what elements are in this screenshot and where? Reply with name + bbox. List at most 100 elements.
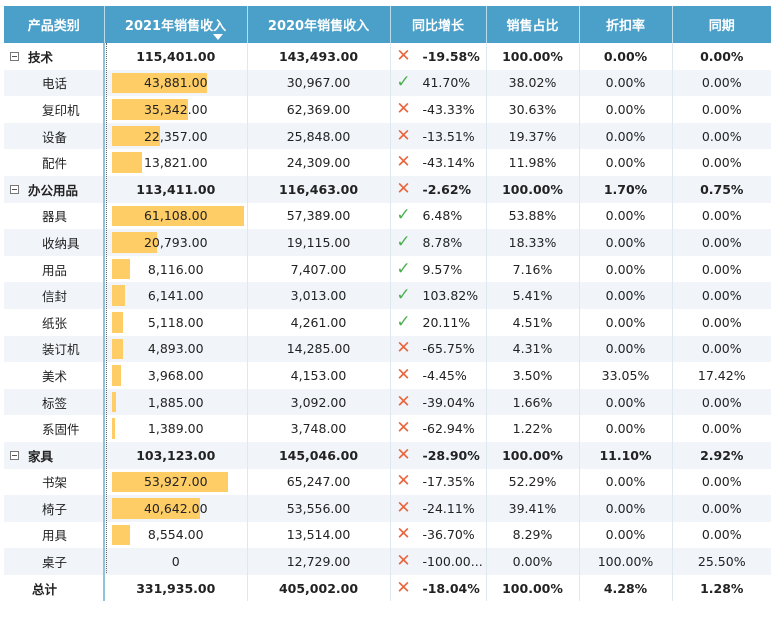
yoy-growth-value: -36.70% [422,527,475,543]
table-row: 设备 22,357.00 25,848.00 ✕ -13.51% 19.37% 0.00% 0… [4,122,771,150]
discount-rate-cell: 11.10% [579,441,673,469]
header-sales-2020[interactable]: 2020年销售收入 [247,6,391,43]
sales-2021-value: 1,389.00 [147,421,204,437]
sales-share-cell: 5.41% [486,282,580,309]
sales-2020-cell: 53,556.00 [247,495,391,522]
check-icon: ✓ [396,205,411,226]
same-period-cell: 0.00% [700,48,744,64]
discount-rate-cell: 0.00% [579,468,673,496]
yoy-growth-value: -18.04% [422,580,480,596]
category-cell[interactable]: 技术 [4,43,105,70]
sales-share-cell: 100.00% [486,43,580,70]
group-row[interactable]: 技术 115,401.00 143,493.00 ✕ -19.58% 100.00% 0.0… [4,43,771,70]
yoy-growth-value: 6.48% [422,208,463,224]
sales-data-bar [112,418,115,439]
group-header[interactable]: 办公用品 [4,180,78,199]
discount-rate-cell: 0.00% [579,149,673,176]
same-period-cell: 0.00% [701,421,742,437]
group-label: 办公用品 [28,182,79,198]
category-cell[interactable]: 办公用品 [4,175,105,203]
cross-icon: ✕ [396,524,411,545]
yoy-growth-cell: ✕ -19.58% [390,43,487,70]
discount-rate-cell: 0.00% [579,229,673,256]
sales-2021-cell: 331,935.00 [104,574,248,602]
header-same-period[interactable]: 同期 [672,6,771,43]
table-row: 复印机 35,342.00 62,369.00 ✕ -43.33% 30.63% 0.00%… [4,96,771,123]
collapse-minus-icon[interactable] [10,51,19,61]
category-cell: 椅子 [4,495,105,522]
sales-share-cell: 100.00% [486,441,580,469]
discount-rate-cell: 0.00% [579,43,673,70]
sales-2020-cell: 3,092.00 [247,388,391,416]
header-product-category[interactable]: 产品类别 [4,6,105,43]
item-label: 桌子 [42,555,68,571]
table-row: 信封 6,141.00 3,013.00 ✓ 103.82% 5.41% 0.00% 0.00… [4,282,771,309]
header-sales-2021[interactable]: 2021年销售收入 [104,6,248,43]
sales-data-bar [112,524,130,546]
sales-2021-value: 8,116.00 [147,261,204,277]
yoy-growth-cell: ✕ -39.04% [390,388,487,416]
sales-2021-cell: 6,141.00 [104,282,248,309]
sales-share-cell: 1.66% [486,388,580,416]
cross-icon: ✕ [396,418,411,439]
check-icon: ✓ [396,231,411,252]
yoy-growth-cell: ✕ -13.51% [390,122,487,150]
header-discount-rate[interactable]: 折扣率 [579,6,673,43]
check-icon: ✓ [396,285,411,306]
cross-icon: ✕ [396,98,411,119]
group-row[interactable]: 办公用品 113,411.00 116,463.00 ✕ -2.62% 100.00% 1.… [4,175,771,203]
header-sales-share[interactable]: 销售占比 [486,6,580,43]
collapse-minus-icon[interactable] [10,450,19,460]
collapse-minus-icon[interactable] [10,184,19,194]
sales-2020-cell: 65,247.00 [247,468,391,496]
group-header[interactable]: 技术 [4,47,53,66]
sales-share-cell: 18.33% [486,229,580,256]
sales-2021-value: 8,554.00 [147,527,204,543]
sales-2021-value: 0 [171,554,180,570]
sales-data-bar [112,365,121,386]
header-yoy-growth[interactable]: 同比增长 [390,6,487,43]
group-row[interactable]: 家具 103,123.00 145,046.00 ✕ -28.90% 100.00% 11.… [4,441,771,469]
item-label: 设备 [42,129,68,145]
sales-2021-cell: 5,118.00 [104,308,248,336]
sales-2020-cell: 143,493.00 [247,43,391,70]
sales-2021-cell: 1,389.00 [104,415,248,442]
sort-descending-icon[interactable] [212,34,223,40]
sales-pivot-table: 产品类别 2021年销售收入 2020年销售收入 同比增长 销售占比 折扣率 同… [4,6,771,602]
sales-2021-value: 53,927.00 [143,474,208,490]
yoy-growth-cell: ✓ 6.48% [390,202,487,230]
item-label: 纸张 [42,315,68,331]
sales-share-cell: 100.00% [486,175,580,203]
header-sales-2021-label: 2021年销售收入 [124,19,227,34]
item-label: 配件 [42,156,68,172]
sales-2020-cell: 12,729.00 [247,548,391,575]
sales-data-bar [112,311,123,333]
category-cell: 电话 [4,69,105,97]
item-label: 椅子 [42,501,68,517]
same-period-cell: 0.00% [672,495,771,522]
category-cell[interactable]: 家具 [4,441,105,469]
yoy-growth-value: -39.04% [422,394,475,410]
item-label: 标签 [42,395,68,411]
group-label: 家具 [28,448,54,464]
yoy-growth-value: 8.78% [422,234,463,250]
total-label: 总计 [32,581,58,597]
yoy-growth-cell: ✓ 41.70% [390,69,487,97]
cross-icon: ✕ [396,391,411,412]
sales-share-cell: 8.29% [486,521,580,549]
group-header[interactable]: 家具 [4,446,53,465]
same-period-cell: 0.00% [701,474,742,490]
yoy-growth-cell: ✕ -18.04% [390,574,487,602]
sales-2021-cell: 35,342.00 [104,96,248,123]
cross-icon: ✕ [396,125,411,146]
same-period-cell: 0.00% [672,229,771,256]
discount-rate-cell: 0.00% [579,96,673,123]
sales-2021-cell: 115,401.00 [104,43,248,70]
same-period-cell: 0.00% [701,261,742,277]
category-cell: 收纳具 [4,229,105,256]
item-label: 用品 [42,262,68,278]
sales-share-cell: 30.63% [486,96,580,123]
category-cell: 用品 [4,255,105,283]
sales-share-cell: 4.51% [486,308,580,336]
